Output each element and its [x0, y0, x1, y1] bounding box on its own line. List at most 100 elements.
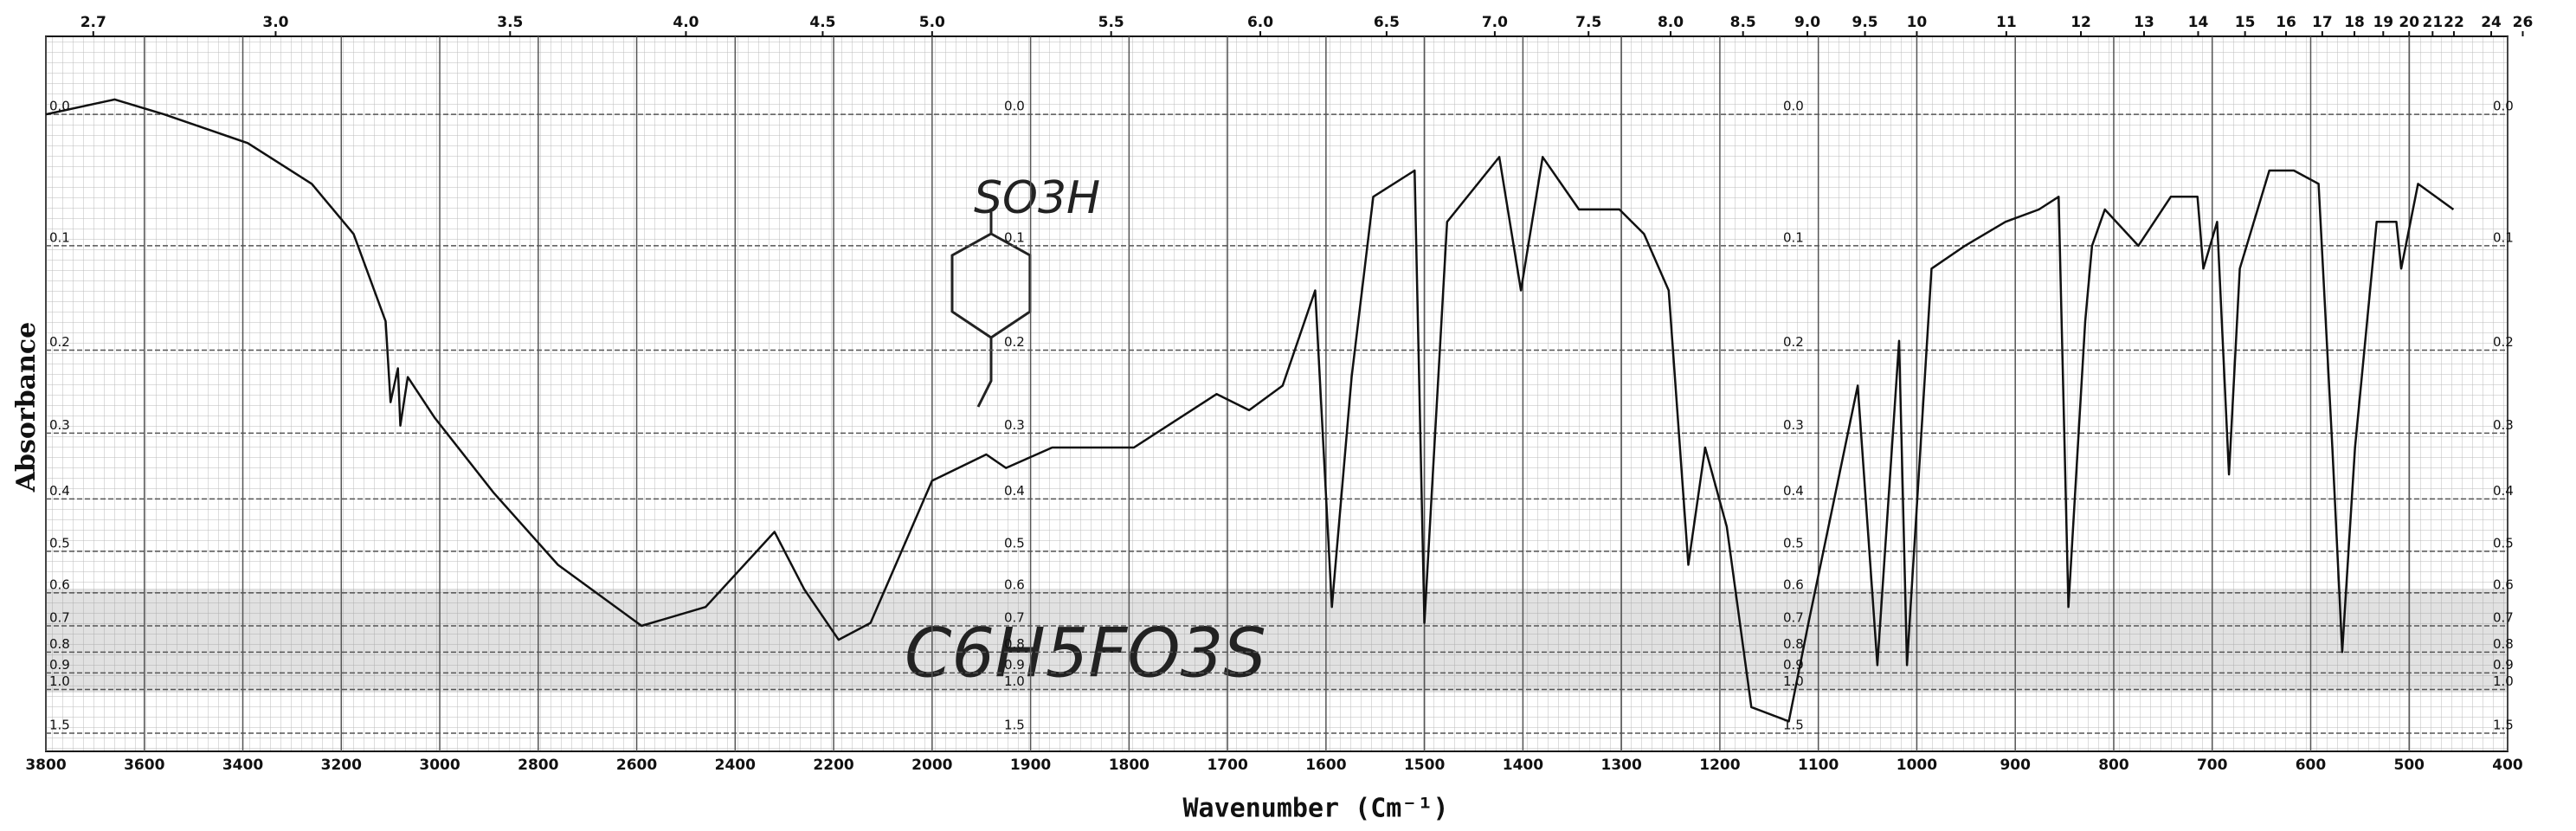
y-tick-label: 0.5	[1783, 535, 1804, 551]
x-tick-label: 2800	[518, 757, 558, 774]
top-tick-label: 3.5	[497, 14, 523, 31]
top-tick-label: 4.0	[673, 14, 699, 31]
y-tick-label: 0.4	[1004, 483, 1025, 499]
top-tick-label: 19	[2373, 14, 2393, 31]
y-tick-label: 0.4	[1783, 483, 1804, 499]
graph-paper	[46, 36, 2508, 751]
top-tick-label: 21	[2422, 14, 2443, 31]
x-tick-label: 1900	[1010, 757, 1051, 774]
y-tick-label: 1.0	[49, 673, 70, 689]
y-tick-label: 0.2	[1783, 334, 1804, 350]
y-tick-label: 0.7	[2493, 610, 2514, 626]
y-tick-label: 0.1	[49, 229, 70, 245]
y-tick-label: 0.7	[1004, 610, 1025, 626]
y-tick-label: 0.8	[1783, 636, 1804, 652]
top-tick-label: 7.0	[1482, 14, 1508, 31]
x-tick-label: 1700	[1207, 757, 1247, 774]
y-tick-label: 0.4	[2493, 483, 2514, 499]
y-tick-label: 0.8	[49, 636, 70, 652]
x-tick-label: 1000	[1897, 757, 1937, 774]
top-tick-label: 5.0	[919, 14, 945, 31]
y-tick-label: 0.3	[2493, 417, 2514, 433]
y-tick-label: 0.1	[1783, 229, 1804, 245]
scan-shading	[46, 589, 2508, 692]
y-tick-label: 0.3	[49, 417, 70, 433]
x-tick-label: 800	[2098, 757, 2129, 774]
y-tick-label: 0.7	[1783, 610, 1804, 626]
x-tick-label: 2600	[616, 757, 657, 774]
top-tick-label: 6.5	[1374, 14, 1400, 31]
x-tick-label: 1200	[1699, 757, 1740, 774]
top-tick-label: 6.0	[1247, 14, 1273, 31]
top-tick-label: 13	[2134, 14, 2154, 31]
y-tick-label: 0.9	[49, 657, 70, 673]
x-tick-label: 2400	[715, 757, 756, 774]
y-tick-label: 0.2	[1004, 334, 1025, 350]
top-tick-label: 8.0	[1658, 14, 1684, 31]
x-tick-label: 1100	[1798, 757, 1839, 774]
x-tick-label: 600	[2296, 757, 2327, 774]
top-tick-label: 14	[2188, 14, 2209, 31]
top-tick-label: 10	[1907, 14, 1928, 31]
y-tick-label: 0.3	[1004, 417, 1025, 433]
annotation: C6H5FO3S	[905, 615, 1266, 692]
y-tick-label: 0.9	[2493, 657, 2514, 673]
x-tick-label: 900	[2000, 757, 2031, 774]
y-tick-label: 0.5	[49, 535, 70, 551]
top-tick-label: 17	[2312, 14, 2333, 31]
top-tick-label: 8.5	[1730, 14, 1756, 31]
x-tick-label: 500	[2393, 757, 2425, 774]
x-tick-label: 400	[2492, 757, 2523, 774]
y-tick-label: 0.8	[2493, 636, 2514, 652]
top-tick-label: 9.5	[1852, 14, 1878, 31]
y-tick-label: 0.6	[2493, 577, 2514, 592]
y-tick-label: 0.6	[49, 577, 70, 592]
top-tick-label: 2.7	[80, 14, 106, 31]
x-tick-label: 1300	[1600, 757, 1641, 774]
y-axis-label: Absorbance	[11, 322, 42, 493]
x-tick-label: 3400	[222, 757, 263, 774]
x-tick-label: 1500	[1404, 757, 1445, 774]
x-tick-label: 3600	[124, 757, 164, 774]
y-tick-label: 1.5	[2493, 717, 2514, 732]
x-tick-label: 3000	[419, 757, 460, 774]
y-tick-label: 0.6	[1783, 577, 1804, 592]
x-tick-label: 3200	[321, 757, 362, 774]
y-tick-label: 0.6	[1004, 577, 1025, 592]
x-tick-label: 700	[2197, 757, 2228, 774]
y-tick-label: 0.4	[49, 483, 70, 499]
annotation: SO3H	[974, 172, 1100, 224]
y-tick-label: 0.9	[1004, 657, 1025, 673]
top-tick-label: 15	[2235, 14, 2256, 31]
y-tick-label: 0.7	[49, 610, 70, 626]
top-tick-label: 7.5	[1575, 14, 1601, 31]
y-tick-label: 1.5	[49, 717, 70, 732]
x-tick-label: 2000	[911, 757, 952, 774]
y-tick-label: 0.0	[1783, 99, 1804, 114]
top-tick-label: 24	[2481, 14, 2502, 31]
y-tick-label: 0.5	[2493, 535, 2514, 551]
x-tick-label: 1800	[1109, 757, 1150, 774]
spectrum-line	[45, 98, 2455, 723]
top-tick-label: 22	[2444, 14, 2464, 31]
y-tick-label: 0.2	[49, 334, 70, 350]
y-tick-label: 0.3	[1783, 417, 1804, 433]
x-tick-label: 3800	[25, 757, 66, 774]
y-tick-label: 0.2	[2493, 334, 2514, 350]
top-tick-label: 18	[2344, 14, 2365, 31]
top-tick-label: 11	[1996, 14, 2017, 31]
y-tick-label: 0.8	[1004, 636, 1025, 652]
top-tick-label: 12	[2070, 14, 2091, 31]
y-tick-label: 1.5	[1004, 717, 1025, 732]
y-tick-label: 0.5	[1004, 535, 1025, 551]
top-tick-label: 3.0	[262, 14, 288, 31]
y-tick-label: 0.1	[1004, 229, 1025, 245]
y-tick-label: 0.0	[2493, 99, 2514, 114]
x-tick-label: 2200	[813, 757, 853, 774]
top-tick-label: 26	[2513, 14, 2534, 31]
y-tick-label: 1.0	[1783, 673, 1804, 689]
y-tick-label: 1.0	[2493, 673, 2514, 689]
top-tick-label: 20	[2399, 14, 2419, 31]
y-tick-label: 0.1	[2493, 229, 2514, 245]
